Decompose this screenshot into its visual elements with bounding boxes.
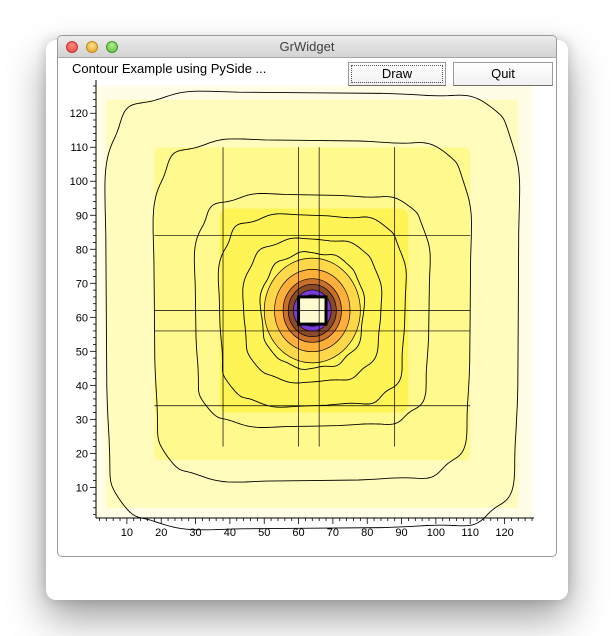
title-bar[interactable]: GrWidget: [58, 36, 556, 58]
x-tick-label: 20: [155, 527, 167, 539]
x-tick-label: 70: [327, 527, 339, 539]
zoom-window-button[interactable]: [106, 41, 118, 53]
x-tick-label: 100: [427, 527, 445, 539]
x-tick-label: 120: [495, 527, 513, 539]
y-tick-label: 100: [70, 176, 88, 188]
y-tick-label: 110: [70, 142, 88, 154]
contour-line-0: [104, 90, 521, 531]
y-tick-label: 40: [76, 380, 88, 392]
window-title: GrWidget: [279, 39, 335, 54]
y-tick-label: 20: [76, 448, 88, 460]
app-window: GrWidget Contour Example using PySide ..…: [57, 35, 557, 557]
y-tick-label: 80: [76, 244, 88, 256]
x-tick-label: 80: [361, 527, 373, 539]
y-tick-label: 10: [76, 482, 88, 494]
x-tick-label: 110: [461, 527, 479, 539]
x-tick-label: 50: [258, 527, 270, 539]
contour-plot: 10 20 30 40 50 60 70 80 90 100 110 120 10 20 30 40 50 60 7…: [70, 80, 534, 539]
minimize-window-button[interactable]: [86, 41, 98, 53]
x-tick-label: 60: [292, 527, 304, 539]
y-tick-label: 90: [76, 210, 88, 222]
y-tick-label: 70: [76, 278, 88, 290]
example-caption: Contour Example using PySide ...: [72, 61, 267, 76]
x-tick-label: 40: [224, 527, 236, 539]
draw-button[interactable]: Draw: [348, 62, 446, 86]
x-tick-label: 90: [395, 527, 407, 539]
y-tick-label: 50: [76, 346, 88, 358]
x-tick-label: 10: [121, 527, 133, 539]
y-tick-label: 60: [76, 312, 88, 324]
y-tick-label: 30: [76, 414, 88, 426]
y-tick-label: 120: [70, 108, 88, 120]
x-tick-label: 30: [189, 527, 201, 539]
quit-button[interactable]: Quit: [453, 62, 553, 86]
close-window-button[interactable]: [66, 41, 78, 53]
